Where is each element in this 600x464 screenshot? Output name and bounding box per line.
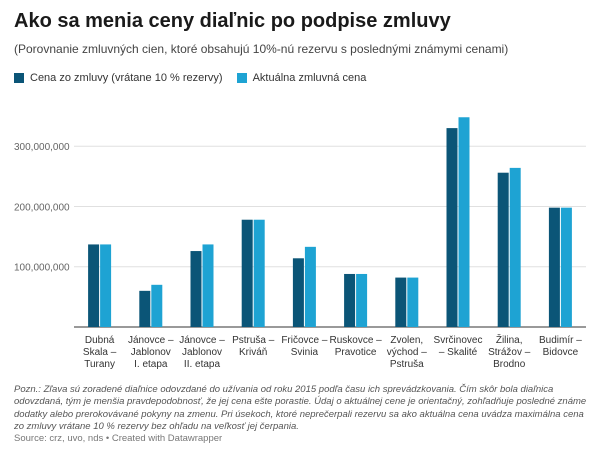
bar-contract-price — [548, 207, 560, 327]
bar-contract-price — [190, 251, 202, 327]
x-category-label: Fričovce – — [281, 335, 328, 346]
x-category-label: východ – — [387, 347, 427, 358]
x-category-label: Skala – — [83, 347, 117, 358]
bar-contract-price — [344, 273, 356, 327]
bar-contract-price — [139, 290, 151, 327]
x-category-label: Svrčinovec — [434, 335, 483, 346]
bar-current-price — [202, 244, 214, 327]
x-category-label: Dubná — [85, 335, 115, 346]
x-category-label: I. etapa — [134, 359, 168, 370]
x-category-label: Zvolen, — [390, 335, 423, 346]
x-category-label: Budimír – — [539, 335, 582, 346]
x-category-label: Jánovce – — [179, 335, 225, 346]
legend-swatch-contract — [14, 73, 24, 83]
chart-note: Pozn.: Zľava sú zoradené diaľnice odovzd… — [14, 384, 587, 433]
bar-current-price — [560, 207, 572, 327]
bar-current-price — [407, 277, 419, 327]
bar-contract-price — [395, 277, 407, 327]
bar-current-price — [356, 273, 368, 327]
x-category-label: Ruskovce – — [329, 335, 382, 346]
legend: Cena zo zmluvy (vrátane 10 % rezervy) Ak… — [14, 72, 366, 84]
bar-chart: 100,000,000 200,000,000 300,000,000 DubnáSk… — [14, 117, 586, 370]
x-category-label: Pravotice — [335, 347, 377, 358]
legend-item-contract: Cena zo zmluvy (vrátane 10 % rezervy) — [14, 72, 223, 84]
bar-contract-price — [292, 258, 304, 327]
x-category-label: – Skalité — [439, 347, 478, 358]
y-tick-label: 300,000,000 — [14, 142, 70, 153]
chart-title: Ako sa menia ceny diaľnic po podpise zml… — [14, 10, 451, 32]
x-category-label: Strážov – — [488, 347, 531, 358]
bar-contract-price — [88, 244, 100, 327]
legend-label-contract: Cena zo zmluvy (vrátane 10 % rezervy) — [30, 72, 223, 84]
x-category-label: Jánovce – — [128, 335, 174, 346]
bar-contract-price — [241, 219, 253, 327]
chart-subtitle: (Porovnanie zmluvných cien, ktoré obsahu… — [14, 42, 509, 56]
x-category-label: Bidovce — [543, 347, 579, 358]
bar-contract-price — [446, 128, 458, 327]
x-category-label: Pstruša — [390, 359, 424, 370]
x-category-label: Svinia — [291, 347, 319, 358]
x-category-label: Jablonov — [182, 347, 222, 358]
legend-swatch-current — [236, 73, 247, 83]
y-tick-label: 200,000,000 — [14, 202, 70, 213]
bar-contract-price — [497, 172, 509, 327]
x-category-label: Jablonov — [131, 347, 171, 358]
x-category-label: Turany — [84, 359, 115, 370]
legend-label-current: Aktuálna zmluvná cena — [252, 72, 367, 84]
bar-current-price — [100, 244, 112, 327]
y-tick-label: 100,000,000 — [14, 263, 70, 274]
bar-current-price — [253, 219, 265, 327]
legend-item-current: Aktuálna zmluvná cena — [236, 72, 367, 84]
x-category-label: Kriváň — [239, 347, 267, 358]
x-category-label: II. etapa — [184, 359, 221, 370]
x-category-label: Brodno — [493, 359, 526, 370]
bar-current-price — [458, 117, 470, 327]
x-category-label: Žilina, — [496, 333, 523, 346]
bar-current-price — [304, 246, 316, 327]
x-category-label: Pstruša – — [232, 335, 275, 346]
chart-source: Source: crz, uvo, nds • Created with Dat… — [14, 433, 223, 444]
bar-current-price — [509, 167, 521, 327]
bar-current-price — [151, 284, 163, 327]
